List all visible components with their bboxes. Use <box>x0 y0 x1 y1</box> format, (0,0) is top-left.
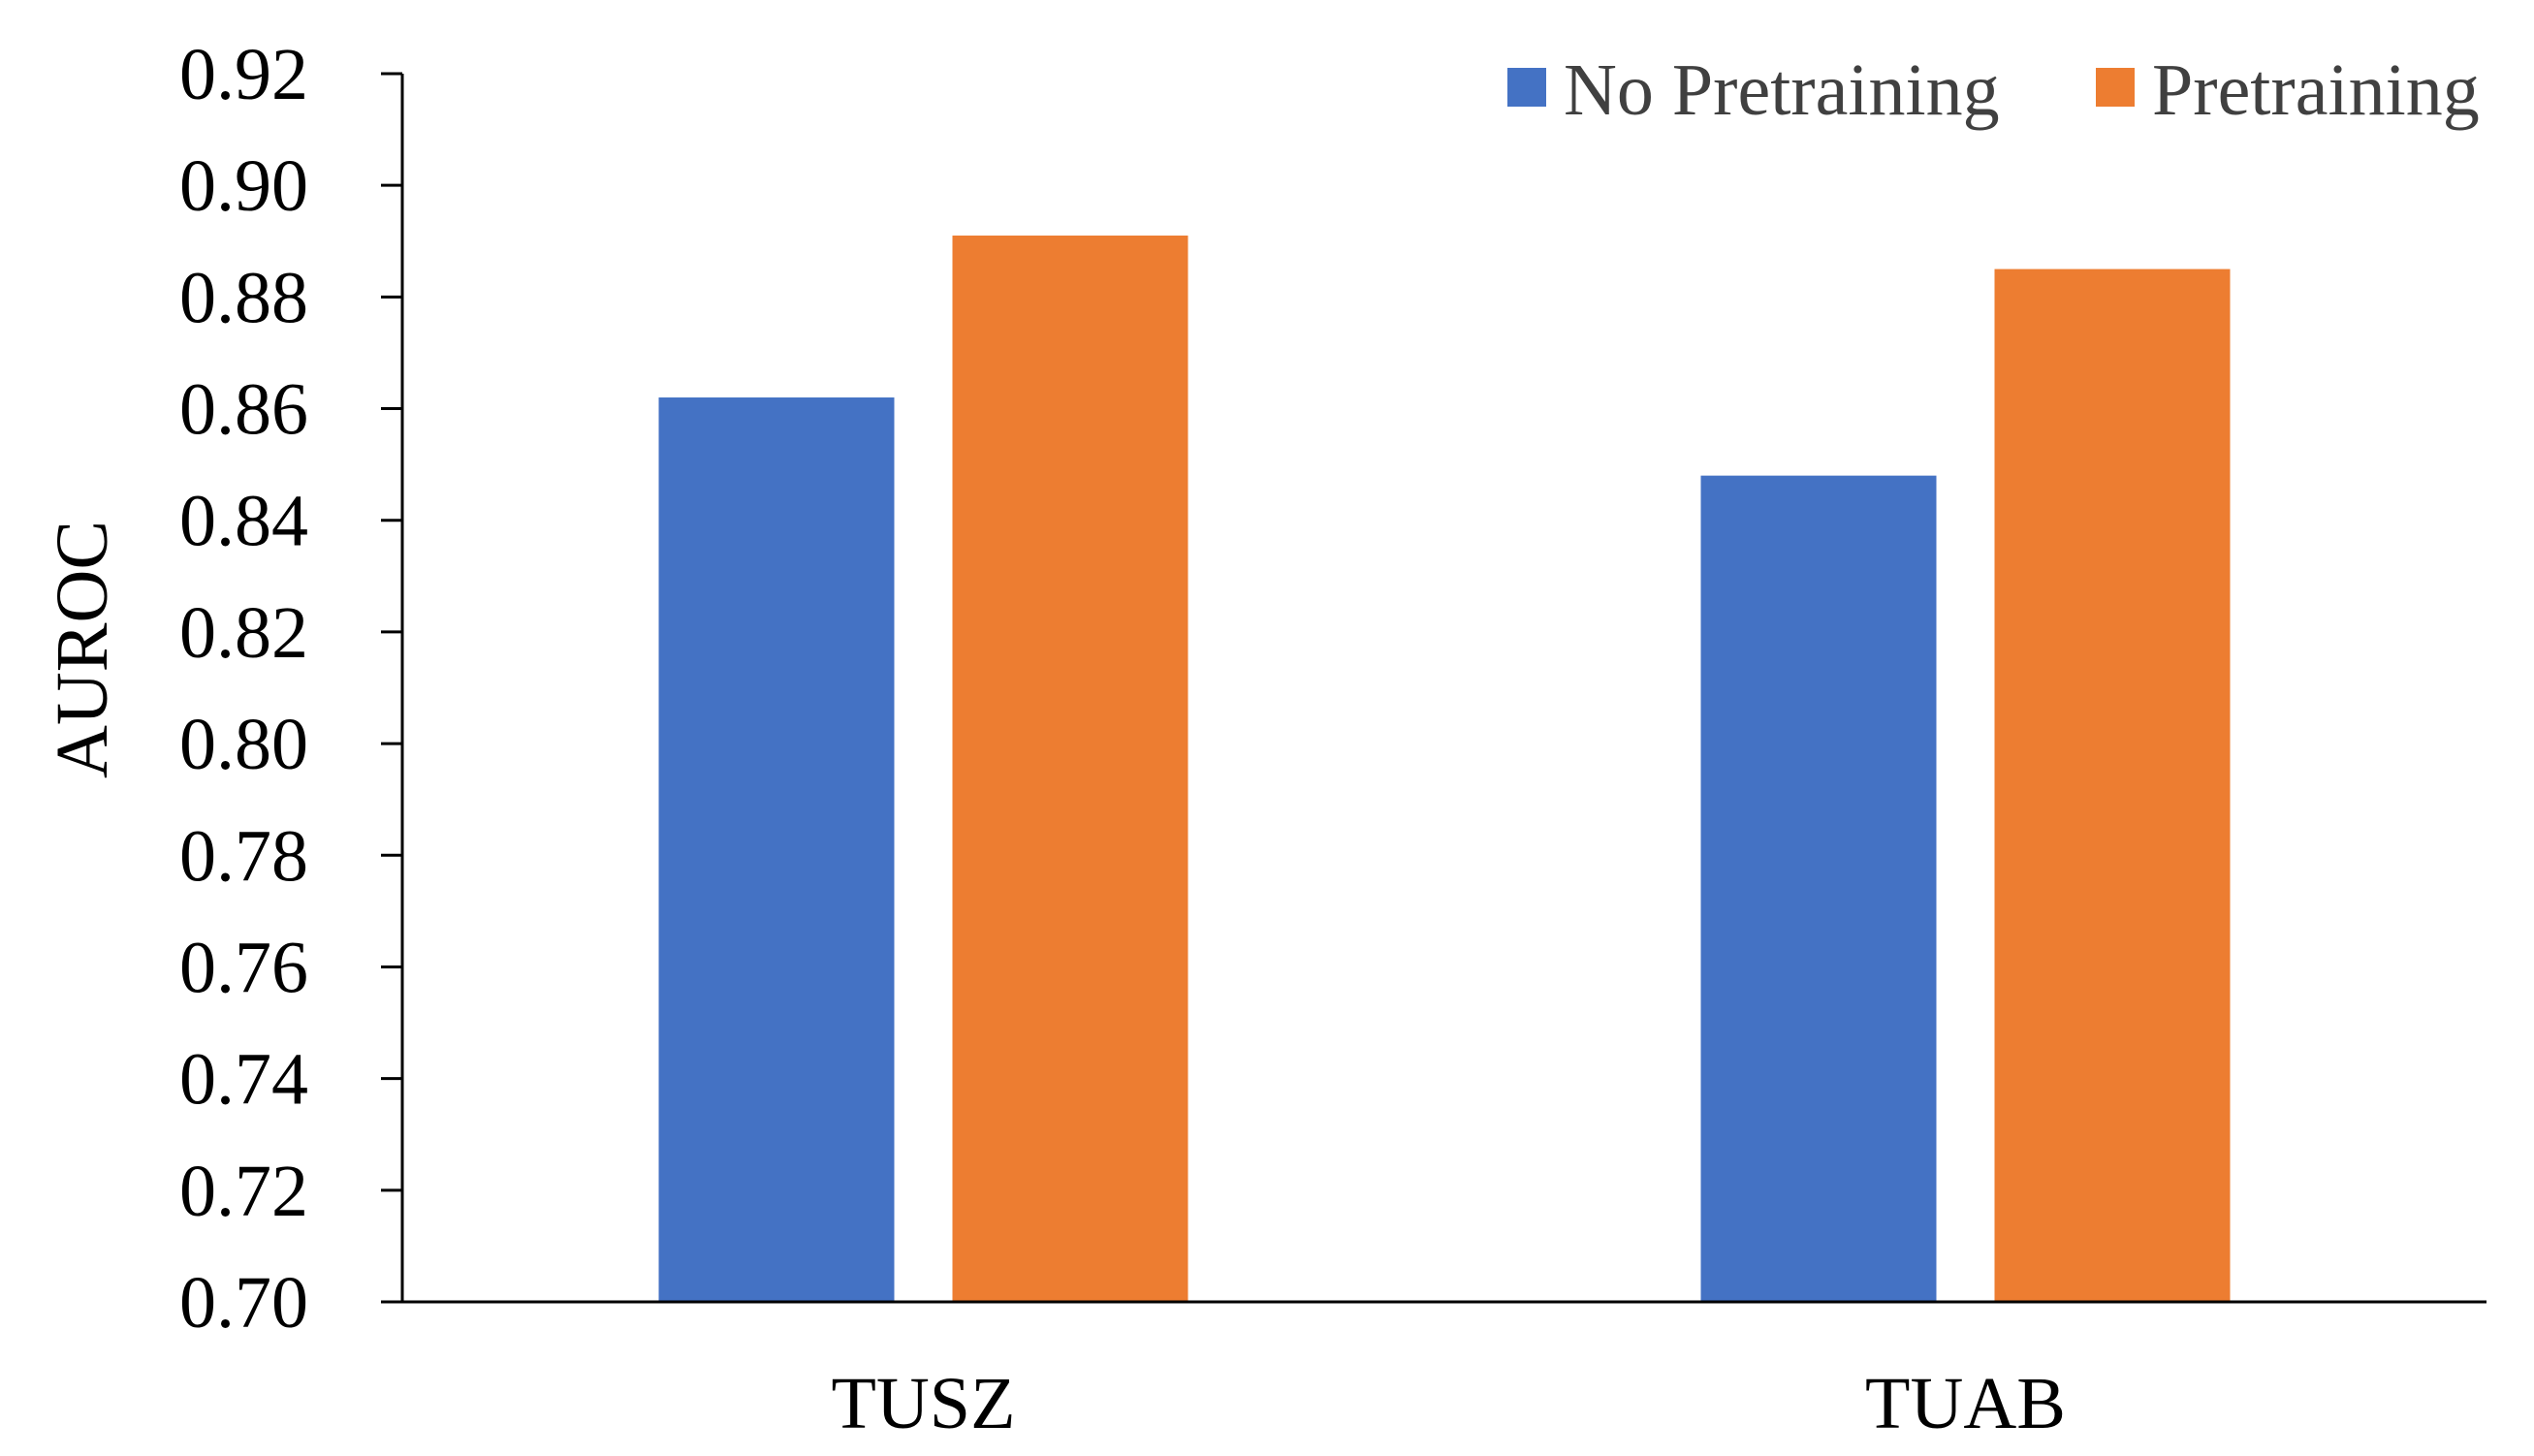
x-category-label: TUSZ <box>832 1363 1016 1444</box>
bar-tusz-pretraining <box>952 236 1188 1302</box>
x-category-label: TUAB <box>1865 1363 2066 1444</box>
y-tick-label: 0.74 <box>179 1039 308 1121</box>
legend-swatch <box>1507 68 1546 107</box>
bar-tusz-no-pretraining <box>658 397 895 1302</box>
bar-tuab-pretraining <box>1994 269 2231 1303</box>
y-axis-label: AUROC <box>42 521 123 778</box>
legend-label: Pretraining <box>2152 49 2480 131</box>
y-tick-label: 0.82 <box>179 592 308 674</box>
y-tick-label: 0.80 <box>179 704 308 785</box>
legend-label: No Pretraining <box>1564 49 2000 131</box>
y-tick-label: 0.84 <box>179 481 308 562</box>
legend: No Pretraining Pretraining <box>1507 49 2480 131</box>
y-tick-label: 0.72 <box>179 1151 308 1232</box>
y-tick-label: 0.92 <box>179 34 308 115</box>
bar-tuab-no-pretraining <box>1700 475 1937 1302</box>
y-tick-label: 0.86 <box>179 369 308 451</box>
bars <box>658 236 2231 1303</box>
y-tick-label: 0.78 <box>179 815 308 897</box>
y-axis-ticks: 0.70 0.72 0.74 0.76 0.78 0.80 0.82 0.84 0.86 0.88… <box>179 34 402 1344</box>
y-axis-label-group: AUROC <box>42 521 123 778</box>
y-tick-label: 0.90 <box>179 145 308 227</box>
y-tick-label: 0.70 <box>179 1262 308 1344</box>
y-tick-label: 0.88 <box>179 257 308 338</box>
y-tick-label: 0.76 <box>179 927 308 1008</box>
x-axis-categories: TUSZ TUAB <box>832 1363 2066 1444</box>
legend-swatch <box>2096 68 2135 107</box>
